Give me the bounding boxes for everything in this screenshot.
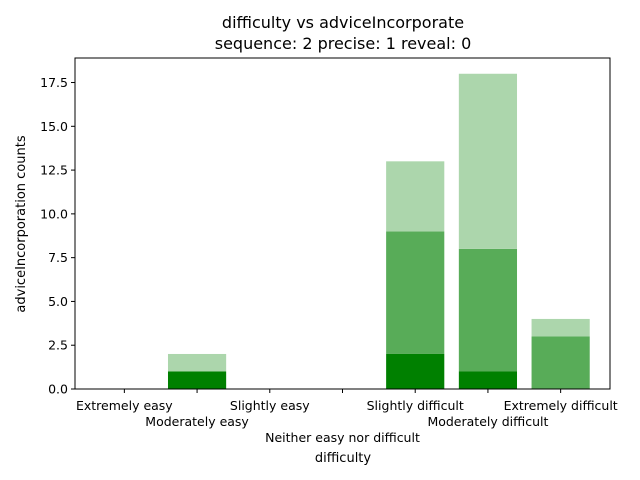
x-tick-label: Extremely easy bbox=[76, 398, 173, 413]
x-tick-label: Moderately difficult bbox=[427, 414, 548, 429]
y-tick-label: 15.0 bbox=[40, 119, 68, 134]
y-tick-label: 17.5 bbox=[40, 75, 68, 90]
x-tick-label: Extremely difficult bbox=[504, 398, 618, 413]
y-tick-label: 2.5 bbox=[48, 338, 68, 353]
chart-subtitle: sequence: 2 precise: 1 reveal: 0 bbox=[215, 34, 472, 53]
x-axis-label: difficulty bbox=[315, 451, 372, 466]
y-tick-label: 7.5 bbox=[48, 250, 68, 265]
plot-frame bbox=[74, 57, 611, 390]
bar-5-segment-0 bbox=[458, 371, 518, 389]
y-tick-label: 5.0 bbox=[48, 294, 68, 309]
chart-title: difficulty vs adviceIncorporate bbox=[222, 13, 464, 32]
bar-4-segment-1 bbox=[386, 231, 445, 354]
bar-4-segment-0 bbox=[386, 353, 445, 389]
y-tick-label: 10.0 bbox=[40, 206, 68, 221]
x-tick-label: Slightly difficult bbox=[367, 398, 464, 413]
bar-1-segment-0 bbox=[167, 371, 227, 389]
bar-6-segment-1 bbox=[531, 336, 590, 389]
y-tick-label: 12.5 bbox=[40, 163, 68, 178]
bar-5-segment-2 bbox=[458, 73, 518, 249]
y-tick-label: 0.0 bbox=[48, 382, 68, 397]
bar-4-segment-2 bbox=[386, 161, 445, 232]
x-tick-label: Neither easy nor difficult bbox=[265, 430, 420, 445]
bar-6-segment-2 bbox=[531, 318, 590, 337]
bar-5-segment-1 bbox=[458, 248, 518, 372]
y-axis-label: adviceIncorporation counts bbox=[14, 135, 29, 312]
bar-1-segment-2 bbox=[167, 353, 227, 372]
x-tick-label: Moderately easy bbox=[145, 414, 249, 429]
x-tick-label: Slightly easy bbox=[230, 398, 310, 413]
